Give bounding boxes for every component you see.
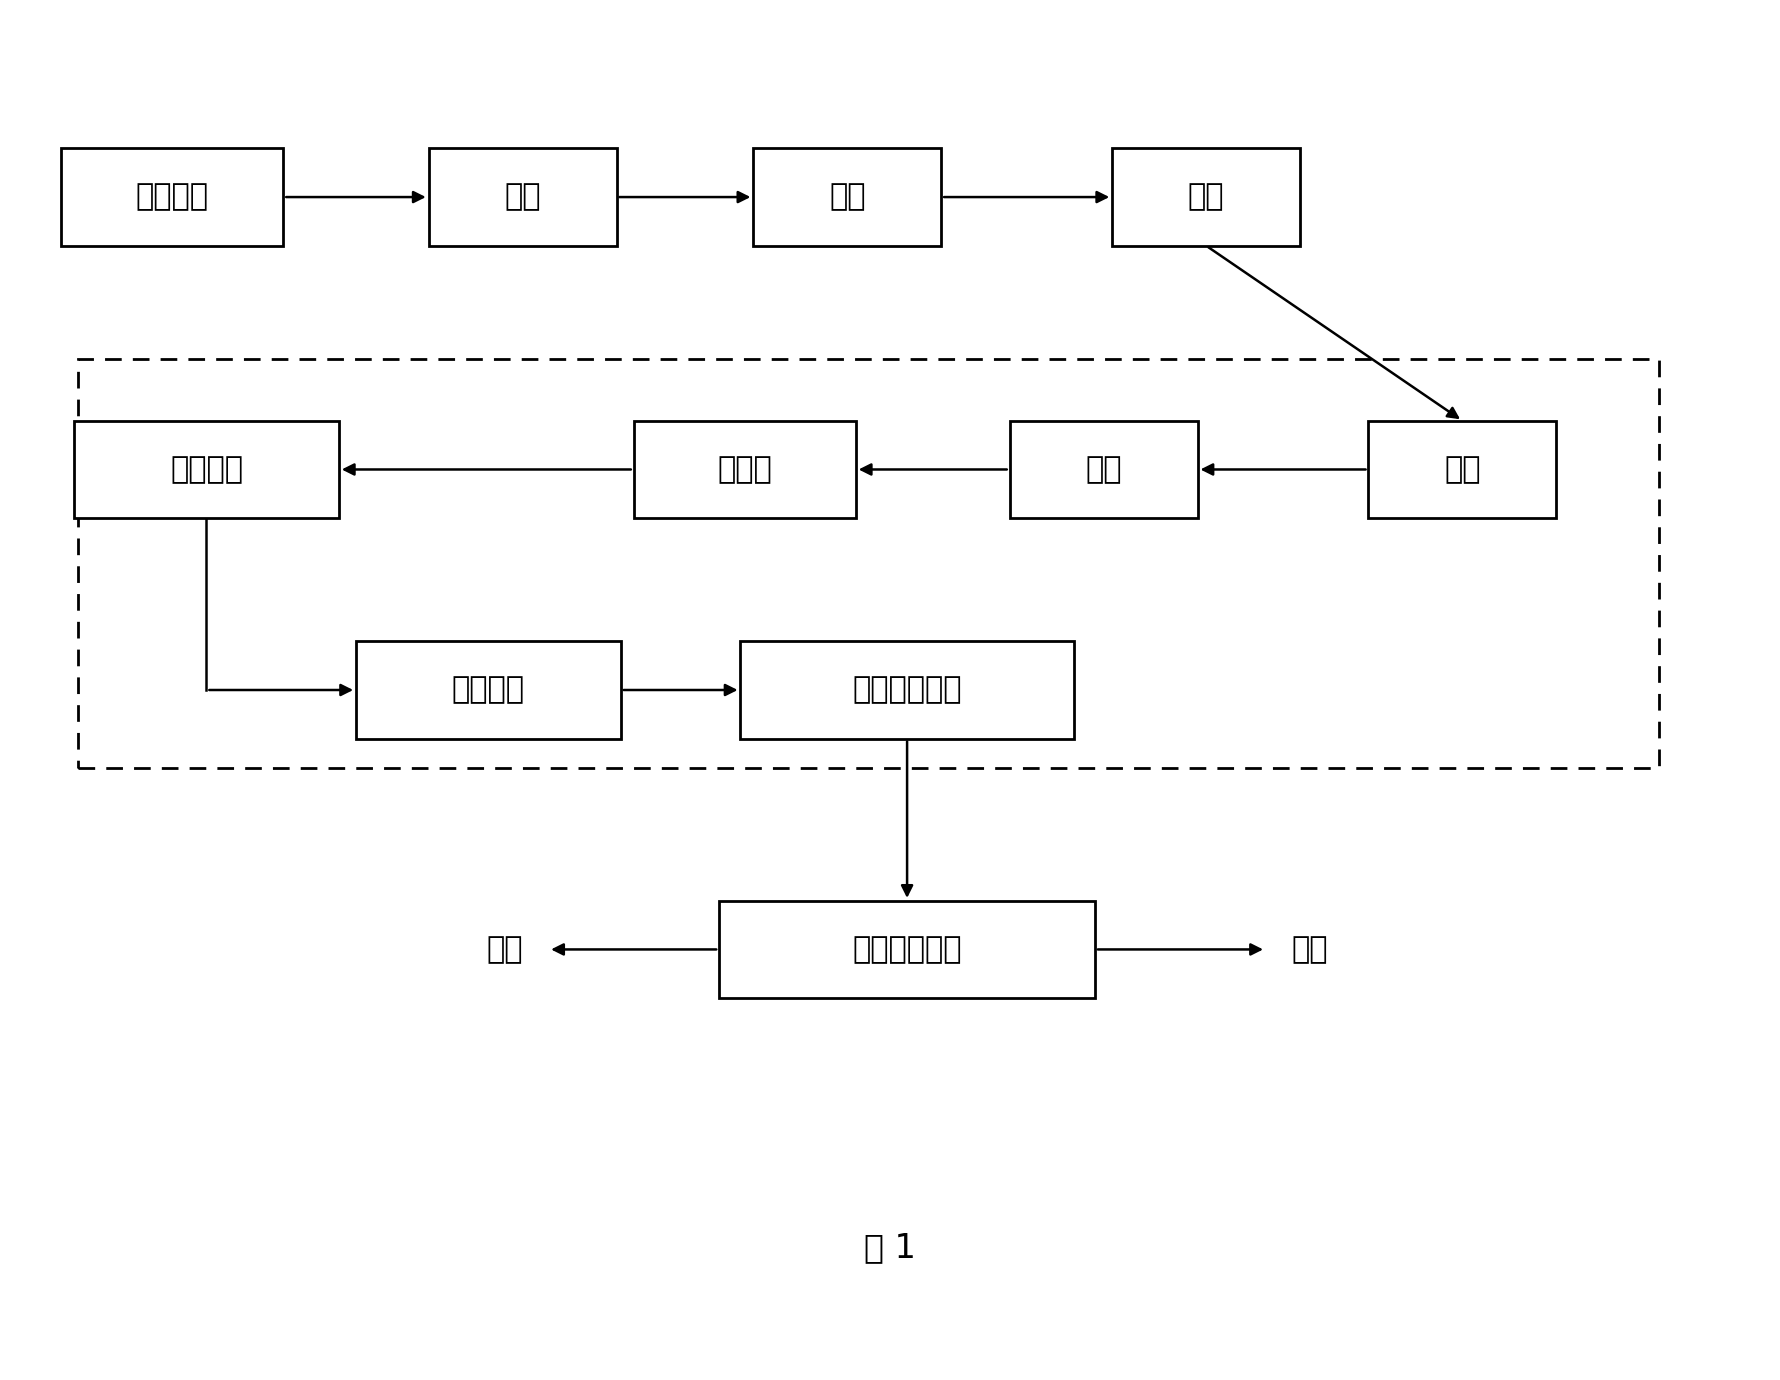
- Text: 废水处理系统: 废水处理系统: [853, 934, 961, 965]
- Text: 破碎: 破碎: [829, 182, 865, 211]
- Bar: [753, 149, 942, 246]
- Bar: [1009, 421, 1198, 518]
- Bar: [634, 421, 856, 518]
- Bar: [740, 642, 1073, 738]
- Text: 重力选: 重力选: [717, 455, 773, 484]
- Text: 剪切: 剪切: [504, 182, 541, 211]
- Text: 物理浮选: 物理浮选: [169, 455, 244, 484]
- Text: 图 1: 图 1: [863, 1231, 917, 1264]
- Bar: [719, 901, 1095, 998]
- Text: 筛分: 筛分: [1086, 455, 1121, 484]
- Bar: [61, 149, 283, 246]
- Text: 电解分离: 电解分离: [452, 675, 525, 705]
- Bar: [78, 359, 1659, 767]
- Bar: [1369, 421, 1556, 518]
- Bar: [1112, 149, 1299, 246]
- Text: 回用: 回用: [486, 934, 523, 965]
- Text: 磨细: 磨细: [1187, 182, 1225, 211]
- Text: 废旧电池: 废旧电池: [135, 182, 208, 211]
- Bar: [356, 642, 621, 738]
- Text: 同时同池电解: 同时同池电解: [853, 675, 961, 705]
- Bar: [75, 421, 338, 518]
- Bar: [429, 149, 616, 246]
- Text: 排放: 排放: [1292, 934, 1328, 965]
- Text: 磁选: 磁选: [1444, 455, 1481, 484]
